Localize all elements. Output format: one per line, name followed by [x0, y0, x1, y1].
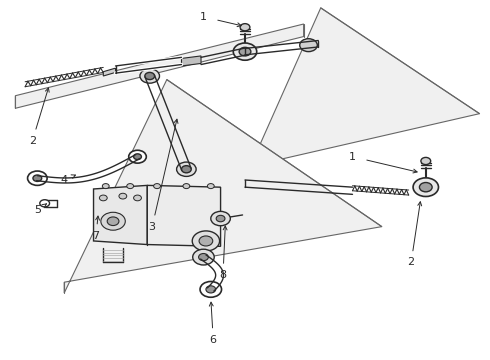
Circle shape [206, 286, 216, 293]
Circle shape [99, 195, 107, 201]
Circle shape [102, 184, 109, 189]
Polygon shape [94, 185, 147, 244]
Text: 1: 1 [349, 152, 356, 162]
Text: 7: 7 [93, 231, 99, 240]
Circle shape [216, 215, 225, 222]
Circle shape [176, 162, 196, 176]
Polygon shape [64, 80, 382, 293]
Circle shape [211, 211, 230, 226]
Circle shape [101, 212, 125, 230]
Circle shape [127, 184, 134, 189]
Polygon shape [103, 68, 116, 76]
Circle shape [233, 43, 257, 60]
Circle shape [199, 236, 213, 246]
Circle shape [129, 150, 147, 163]
Text: 2: 2 [408, 257, 415, 267]
Text: 5: 5 [34, 206, 41, 216]
Polygon shape [245, 8, 480, 178]
Circle shape [183, 184, 190, 189]
Circle shape [193, 249, 214, 265]
Polygon shape [181, 56, 201, 66]
Text: 6: 6 [210, 334, 217, 345]
Circle shape [27, 171, 47, 185]
Circle shape [40, 200, 49, 207]
Text: 3: 3 [148, 222, 156, 231]
Circle shape [239, 47, 251, 56]
Circle shape [200, 282, 221, 297]
Text: 1: 1 [200, 12, 207, 22]
Circle shape [192, 231, 220, 251]
Circle shape [413, 178, 439, 197]
Polygon shape [147, 185, 220, 246]
Circle shape [107, 217, 119, 226]
Circle shape [198, 253, 208, 261]
Text: 4: 4 [61, 175, 68, 185]
Text: 8: 8 [220, 270, 226, 280]
Circle shape [240, 24, 250, 31]
Circle shape [33, 175, 42, 181]
Text: 2: 2 [29, 136, 36, 145]
Circle shape [154, 184, 160, 189]
Polygon shape [15, 24, 304, 108]
Circle shape [134, 154, 142, 159]
Circle shape [140, 69, 159, 83]
Circle shape [421, 157, 431, 165]
Circle shape [300, 39, 318, 51]
Circle shape [119, 193, 127, 199]
Circle shape [145, 72, 155, 80]
Circle shape [419, 183, 432, 192]
Circle shape [207, 184, 214, 189]
Circle shape [181, 166, 191, 173]
Circle shape [134, 195, 142, 201]
